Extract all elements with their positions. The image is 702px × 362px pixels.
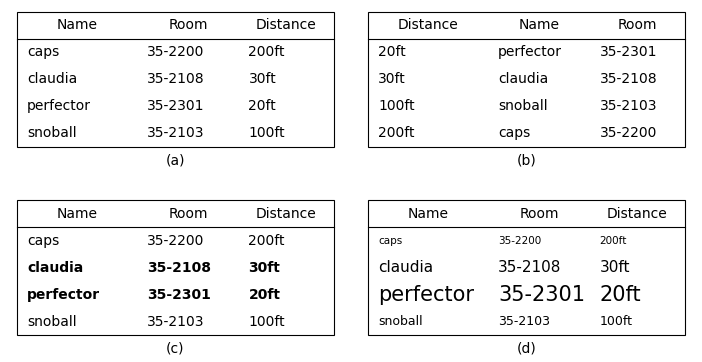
Text: 35-2301: 35-2301 (498, 285, 585, 305)
Text: Name: Name (57, 18, 98, 32)
Text: 35-2200: 35-2200 (498, 236, 541, 245)
Text: Name: Name (519, 18, 559, 32)
Text: 30ft: 30ft (378, 72, 406, 87)
Bar (18, 12, 333, 147)
Text: 20ft: 20ft (249, 288, 281, 302)
Text: perfector: perfector (378, 285, 474, 305)
Text: 200ft: 200ft (378, 126, 414, 140)
Text: perfector: perfector (27, 100, 91, 113)
Text: 30ft: 30ft (600, 260, 630, 275)
Text: caps: caps (378, 236, 402, 245)
Text: 200ft: 200ft (249, 233, 285, 248)
Text: Distance: Distance (607, 207, 668, 220)
Text: snoball: snoball (27, 126, 77, 140)
Text: snoball: snoball (378, 315, 423, 328)
Text: 100ft: 100ft (378, 100, 415, 113)
Text: Room: Room (168, 207, 208, 220)
Text: Distance: Distance (256, 18, 317, 32)
Text: (a): (a) (166, 153, 185, 167)
Text: 35-2108: 35-2108 (600, 72, 657, 87)
Text: 35-2301: 35-2301 (147, 288, 211, 302)
Text: (b): (b) (517, 153, 536, 167)
Text: caps: caps (27, 45, 59, 59)
Text: Name: Name (408, 207, 449, 220)
Text: 35-2200: 35-2200 (147, 233, 204, 248)
Text: claudia: claudia (27, 72, 77, 87)
Text: Room: Room (618, 18, 657, 32)
Text: 200ft: 200ft (600, 236, 627, 245)
Text: snoball: snoball (498, 100, 548, 113)
Text: perfector: perfector (27, 288, 100, 302)
Bar (369, 200, 684, 335)
Text: claudia: claudia (498, 72, 548, 87)
Text: 30ft: 30ft (249, 261, 280, 275)
Text: 35-2301: 35-2301 (600, 45, 657, 59)
Text: perfector: perfector (498, 45, 562, 59)
Text: claudia: claudia (27, 261, 84, 275)
Text: 200ft: 200ft (249, 45, 285, 59)
Text: Room: Room (168, 18, 208, 32)
Text: 35-2103: 35-2103 (147, 126, 205, 140)
Text: 20ft: 20ft (249, 100, 276, 113)
Bar (18, 200, 333, 335)
Text: 35-2108: 35-2108 (147, 261, 211, 275)
Text: 35-2200: 35-2200 (147, 45, 204, 59)
Text: 35-2108: 35-2108 (147, 72, 205, 87)
Text: Distance: Distance (398, 18, 459, 32)
Text: 35-2103: 35-2103 (147, 315, 205, 329)
Text: 35-2103: 35-2103 (600, 100, 657, 113)
Text: snoball: snoball (27, 315, 77, 329)
Text: 20ft: 20ft (600, 285, 641, 305)
Text: Room: Room (519, 207, 559, 220)
Text: (d): (d) (517, 341, 536, 355)
Text: Name: Name (57, 207, 98, 220)
Text: 30ft: 30ft (249, 72, 276, 87)
Text: claudia: claudia (378, 260, 433, 275)
Text: 100ft: 100ft (249, 315, 285, 329)
Text: 100ft: 100ft (600, 315, 633, 328)
Text: caps: caps (27, 233, 59, 248)
Text: caps: caps (498, 126, 531, 140)
Text: 35-2301: 35-2301 (147, 100, 205, 113)
Text: 35-2103: 35-2103 (498, 315, 550, 328)
Text: 100ft: 100ft (249, 126, 285, 140)
Text: Distance: Distance (256, 207, 317, 220)
Bar (369, 12, 684, 147)
Text: (c): (c) (166, 341, 185, 355)
Text: 35-2200: 35-2200 (600, 126, 657, 140)
Text: 20ft: 20ft (378, 45, 406, 59)
Text: 35-2108: 35-2108 (498, 260, 562, 275)
